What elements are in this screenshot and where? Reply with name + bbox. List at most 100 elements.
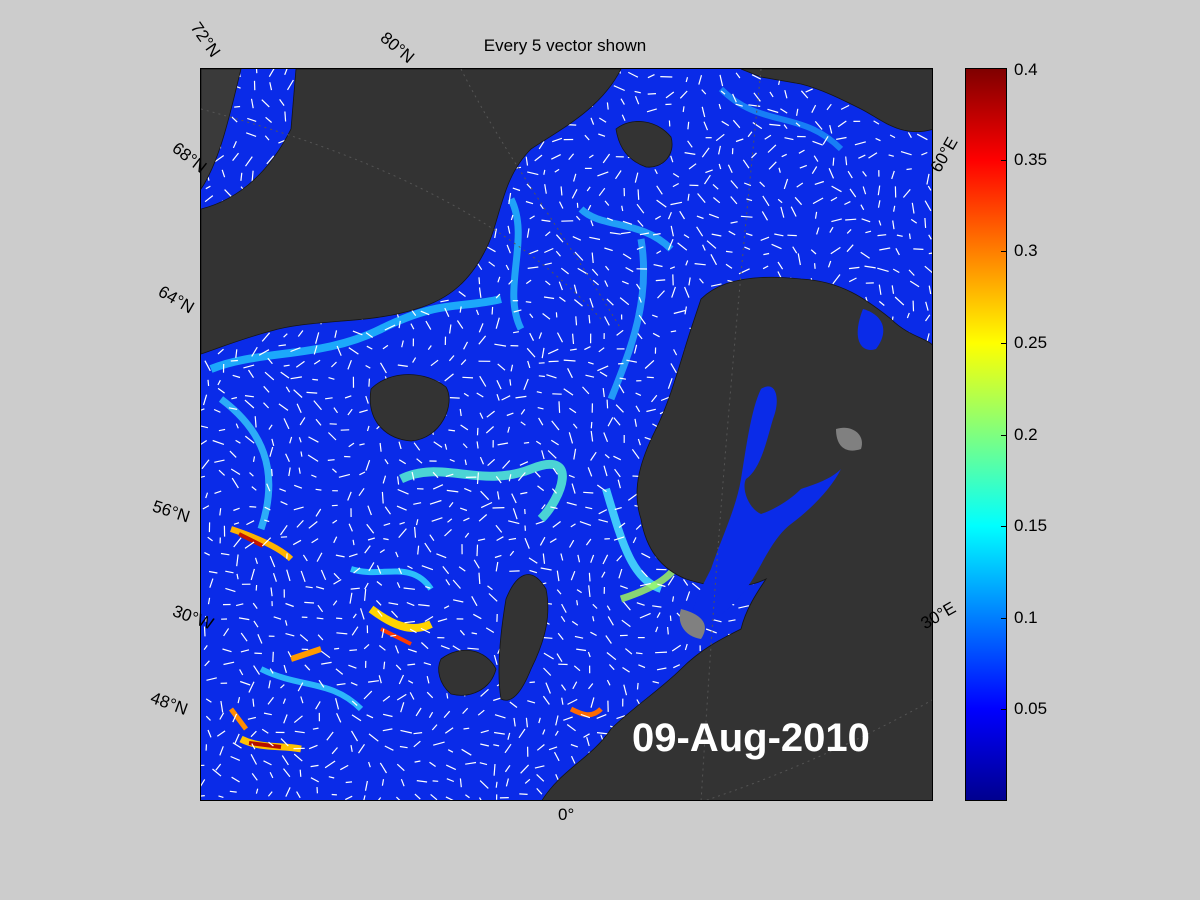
label-lat-48: 48°N bbox=[148, 688, 191, 719]
current-vector bbox=[351, 700, 358, 706]
current-vector bbox=[297, 330, 304, 337]
current-vector bbox=[641, 552, 651, 559]
current-vector bbox=[294, 730, 305, 734]
current-vector bbox=[798, 149, 805, 154]
current-vector bbox=[444, 727, 454, 734]
current-vector bbox=[606, 605, 611, 611]
current-vector bbox=[333, 407, 338, 414]
current-vector bbox=[403, 587, 415, 590]
current-vector bbox=[220, 552, 230, 556]
current-vector bbox=[621, 280, 629, 285]
current-vector bbox=[557, 632, 564, 640]
current-vector bbox=[235, 423, 239, 429]
current-vector bbox=[732, 119, 741, 129]
current-vector bbox=[312, 378, 319, 381]
current-vector bbox=[348, 347, 359, 355]
current-vector bbox=[433, 441, 443, 448]
current-vector bbox=[602, 554, 609, 565]
colorbar-tick-mark bbox=[1001, 709, 1007, 711]
current-vector bbox=[463, 392, 469, 397]
current-vector bbox=[909, 280, 920, 288]
current-vector bbox=[368, 562, 375, 572]
current-vector bbox=[694, 263, 706, 266]
current-vector bbox=[858, 154, 866, 159]
current-vector bbox=[528, 249, 539, 255]
current-vector bbox=[517, 472, 526, 481]
current-vector bbox=[398, 441, 402, 450]
current-vector bbox=[590, 451, 597, 461]
current-vector bbox=[473, 613, 482, 620]
current-vector bbox=[538, 141, 545, 150]
current-vector bbox=[278, 344, 286, 347]
current-vector bbox=[652, 680, 660, 684]
current-vector bbox=[384, 324, 396, 331]
colorbar-tick-label: 0.25 bbox=[1014, 332, 1048, 352]
current-vector bbox=[606, 679, 611, 686]
current-vector bbox=[214, 490, 222, 494]
current-vector bbox=[447, 749, 454, 753]
current-vector bbox=[637, 333, 643, 340]
current-vector bbox=[413, 732, 423, 735]
current-vector bbox=[214, 155, 225, 163]
current-vector bbox=[456, 320, 464, 329]
current-vector bbox=[486, 410, 495, 418]
current-vector bbox=[827, 260, 832, 268]
current-vector bbox=[444, 528, 452, 537]
current-vector bbox=[395, 796, 401, 800]
current-vector bbox=[552, 521, 561, 528]
current-vector bbox=[639, 232, 650, 236]
map-canvas bbox=[201, 69, 932, 800]
current-vector bbox=[293, 753, 303, 762]
current-vector bbox=[590, 631, 597, 637]
current-vector bbox=[552, 467, 558, 475]
current-vector bbox=[333, 536, 338, 544]
current-vector bbox=[892, 268, 900, 274]
current-vector bbox=[348, 553, 358, 558]
current-vector bbox=[377, 610, 383, 617]
current-vector bbox=[391, 610, 399, 618]
current-vector bbox=[201, 439, 208, 445]
current-vector bbox=[365, 395, 369, 404]
current-vector bbox=[551, 488, 557, 494]
current-vector bbox=[431, 517, 443, 522]
current-vector bbox=[465, 794, 470, 799]
current-vector bbox=[497, 442, 509, 446]
current-vector bbox=[875, 137, 881, 142]
current-vector bbox=[399, 745, 408, 749]
current-vector bbox=[832, 274, 841, 285]
colorbar-tick-label: 0.2 bbox=[1014, 424, 1038, 444]
current-vector bbox=[396, 582, 401, 589]
current-vector bbox=[568, 474, 575, 479]
current-vector bbox=[508, 279, 513, 285]
current-vector bbox=[677, 242, 688, 251]
current-vector bbox=[363, 643, 370, 650]
current-vector bbox=[616, 329, 624, 336]
current-vector bbox=[240, 172, 243, 181]
current-vector bbox=[205, 615, 207, 622]
current-vector bbox=[602, 388, 605, 398]
current-vector bbox=[383, 661, 386, 670]
current-vector bbox=[638, 296, 642, 303]
current-vector bbox=[501, 395, 511, 401]
current-vector bbox=[538, 717, 541, 724]
current-vector bbox=[738, 605, 750, 609]
current-vector bbox=[458, 291, 466, 297]
current-vector bbox=[255, 788, 259, 794]
current-vector bbox=[473, 559, 480, 569]
current-vector bbox=[269, 668, 274, 674]
current-vector bbox=[748, 104, 761, 107]
current-vector bbox=[433, 741, 445, 746]
current-vector bbox=[590, 554, 595, 563]
current-vector bbox=[606, 217, 614, 221]
current-vector bbox=[233, 507, 240, 512]
current-vector bbox=[244, 435, 255, 444]
current-vector bbox=[444, 443, 448, 450]
current-vector bbox=[567, 698, 578, 705]
current-vector bbox=[893, 205, 896, 212]
current-vector bbox=[928, 285, 932, 295]
current-vector bbox=[556, 589, 562, 595]
current-vector bbox=[266, 155, 275, 165]
current-vector bbox=[598, 509, 608, 515]
current-vector bbox=[701, 89, 707, 95]
current-vector bbox=[204, 195, 214, 203]
